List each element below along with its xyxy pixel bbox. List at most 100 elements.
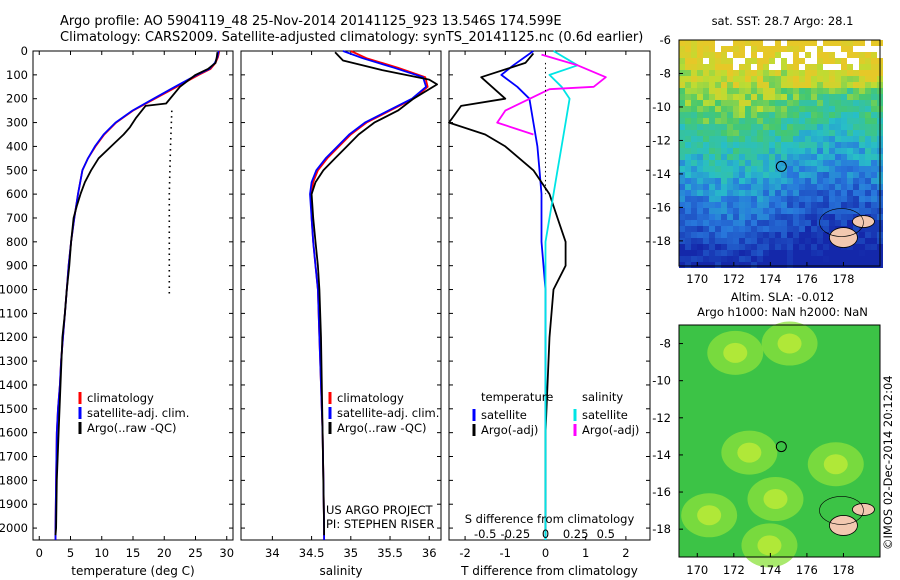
- sst-cell: [727, 244, 733, 250]
- sst-cell: [757, 136, 763, 142]
- sst-cell: [703, 40, 709, 46]
- sst-cell: [745, 148, 751, 154]
- sst-cell: [679, 256, 685, 262]
- sla-anomaly-core: [737, 442, 762, 463]
- sst-cell: [793, 250, 799, 256]
- sst-cell: [745, 262, 751, 268]
- sst-cell: [685, 52, 691, 58]
- map-subtitle: Argo h1000: NaN h2000: NaN: [697, 305, 868, 319]
- sst-cell: [835, 178, 841, 184]
- sst-cell: [685, 208, 691, 214]
- sst-cell: [793, 262, 799, 268]
- sst-cell: [811, 190, 817, 196]
- sst-cell: [835, 142, 841, 148]
- sst-cell: [727, 76, 733, 82]
- sst-cell: [697, 58, 703, 64]
- sst-cell: [763, 214, 769, 220]
- sst-cell: [871, 46, 877, 52]
- sst-cell: [829, 148, 835, 154]
- sst-cell: [787, 244, 793, 250]
- sst-cell: [841, 64, 847, 70]
- map-sla: 170 172 174 176 178 -8 -10 -12 -14 -16 -18 Altim. S…: [652, 290, 881, 577]
- sst-cell: [835, 112, 841, 118]
- sst-cell: [685, 130, 691, 136]
- sst-cell: [751, 52, 757, 58]
- sst-cell: [721, 250, 727, 256]
- sst-cell: [709, 250, 715, 256]
- sst-cell: [787, 64, 793, 70]
- sst-cell: [853, 184, 859, 190]
- sst-cell: [763, 226, 769, 232]
- depth-tick-label: 800: [6, 235, 28, 249]
- sst-cell: [817, 238, 823, 244]
- sst-cell: [781, 76, 787, 82]
- sst-cell: [727, 214, 733, 220]
- sst-cell: [835, 76, 841, 82]
- sst-cell: [829, 184, 835, 190]
- sst-cell: [733, 136, 739, 142]
- sst-cell: [709, 64, 715, 70]
- sst-cell: [805, 58, 811, 64]
- sst-cell: [751, 250, 757, 256]
- sst-cell: [691, 46, 697, 52]
- sst-cell: [721, 148, 727, 154]
- x-axis-label: T difference from climatology: [460, 564, 638, 578]
- sst-cell: [745, 82, 751, 88]
- sst-cell: [775, 148, 781, 154]
- sst-cell: [709, 112, 715, 118]
- sst-cell: [811, 64, 817, 70]
- sst-cell: [871, 148, 877, 154]
- sst-cell: [811, 100, 817, 106]
- sst-cell: [691, 76, 697, 82]
- sst-cell: [739, 184, 745, 190]
- sst-cell: [691, 142, 697, 148]
- sst-cell: [787, 142, 793, 148]
- sst-cell: [739, 118, 745, 124]
- sst-cell: [715, 142, 721, 148]
- sst-cell: [679, 262, 685, 268]
- sst-cell: [715, 130, 721, 136]
- sst-cell: [841, 130, 847, 136]
- sst-cell: [715, 40, 721, 46]
- sst-cell: [733, 220, 739, 226]
- sst-cell: [739, 40, 745, 46]
- sst-cell: [817, 70, 823, 76]
- sst-cell: [769, 46, 775, 52]
- sst-cell: [715, 262, 721, 268]
- sst-cell: [787, 40, 793, 46]
- sst-cell: [703, 148, 709, 154]
- sst-cell: [727, 142, 733, 148]
- sst-cell: [805, 124, 811, 130]
- sst-cell: [769, 64, 775, 70]
- sst-cell: [763, 232, 769, 238]
- sst-cell: [853, 262, 859, 268]
- sst-cell: [793, 190, 799, 196]
- sst-cell: [733, 130, 739, 136]
- sst-cell: [871, 106, 877, 112]
- x-tick-label: 30: [219, 546, 234, 560]
- sst-cell: [751, 64, 757, 70]
- depth-tick-label: 700: [6, 211, 28, 225]
- sst-cell: [871, 118, 877, 124]
- legend-label: climatology: [87, 391, 154, 405]
- sst-cell: [745, 250, 751, 256]
- sst-cell: [769, 106, 775, 112]
- sst-cell: [751, 100, 757, 106]
- sst-cell: [739, 106, 745, 112]
- sst-cell: [865, 118, 871, 124]
- sst-cell: [703, 178, 709, 184]
- sst-cell: [745, 214, 751, 220]
- sst-cell: [685, 94, 691, 100]
- sst-cell: [799, 142, 805, 148]
- sst-cell: [751, 238, 757, 244]
- sst-cell: [847, 46, 853, 52]
- sst-cell: [793, 118, 799, 124]
- sst-cell: [721, 166, 727, 172]
- sst-cell: [721, 226, 727, 232]
- sst-cell: [697, 172, 703, 178]
- sst-cell: [751, 130, 757, 136]
- sst-cell: [703, 232, 709, 238]
- series-satellite-adj-clim-: [54, 50, 220, 540]
- sst-cell: [697, 208, 703, 214]
- sst-cell: [679, 58, 685, 64]
